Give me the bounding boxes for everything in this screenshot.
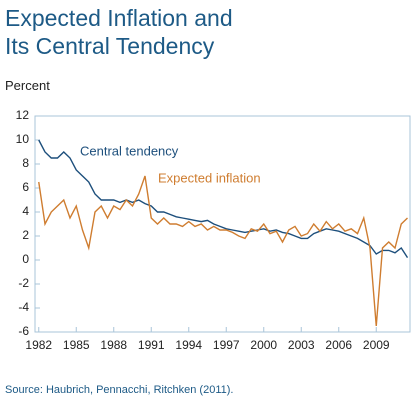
x-tick-label: 1994 <box>175 338 202 352</box>
x-tick-label: 2003 <box>288 338 315 352</box>
x-tick-label: 1985 <box>63 338 90 352</box>
x-tick-label: 2000 <box>250 338 277 352</box>
y-tick-label: 8 <box>22 156 29 170</box>
chart-title: Expected Inflation and Its Central Tende… <box>5 5 233 59</box>
y-tick-label: 12 <box>16 108 30 122</box>
y-tick-label: 2 <box>22 228 29 242</box>
series-line <box>38 175 408 327</box>
x-tick-label: 2009 <box>363 338 390 352</box>
y-tick-label: 6 <box>22 180 29 194</box>
y-tick-label: 10 <box>16 132 30 146</box>
x-tick-label: 2006 <box>325 338 352 352</box>
x-tick-label: 1988 <box>100 338 127 352</box>
series-label: Central tendency <box>80 143 179 158</box>
y-tick-label: -6 <box>18 324 29 338</box>
source-note: Source: Haubrich, Pennacchi, Ritchken (2… <box>5 384 234 396</box>
series-label: Expected inflation <box>158 170 261 185</box>
plot-frame <box>34 115 411 333</box>
y-axis-label: Percent <box>5 78 50 93</box>
series-line <box>38 139 409 258</box>
x-tick-label: 1982 <box>25 338 52 352</box>
y-tick-label: -2 <box>18 276 29 290</box>
y-tick-label: 0 <box>22 252 29 266</box>
x-tick-label: 1991 <box>138 338 165 352</box>
x-tick-label: 1997 <box>213 338 240 352</box>
y-tick-label: 4 <box>22 204 29 218</box>
y-tick-label: -4 <box>18 300 29 314</box>
